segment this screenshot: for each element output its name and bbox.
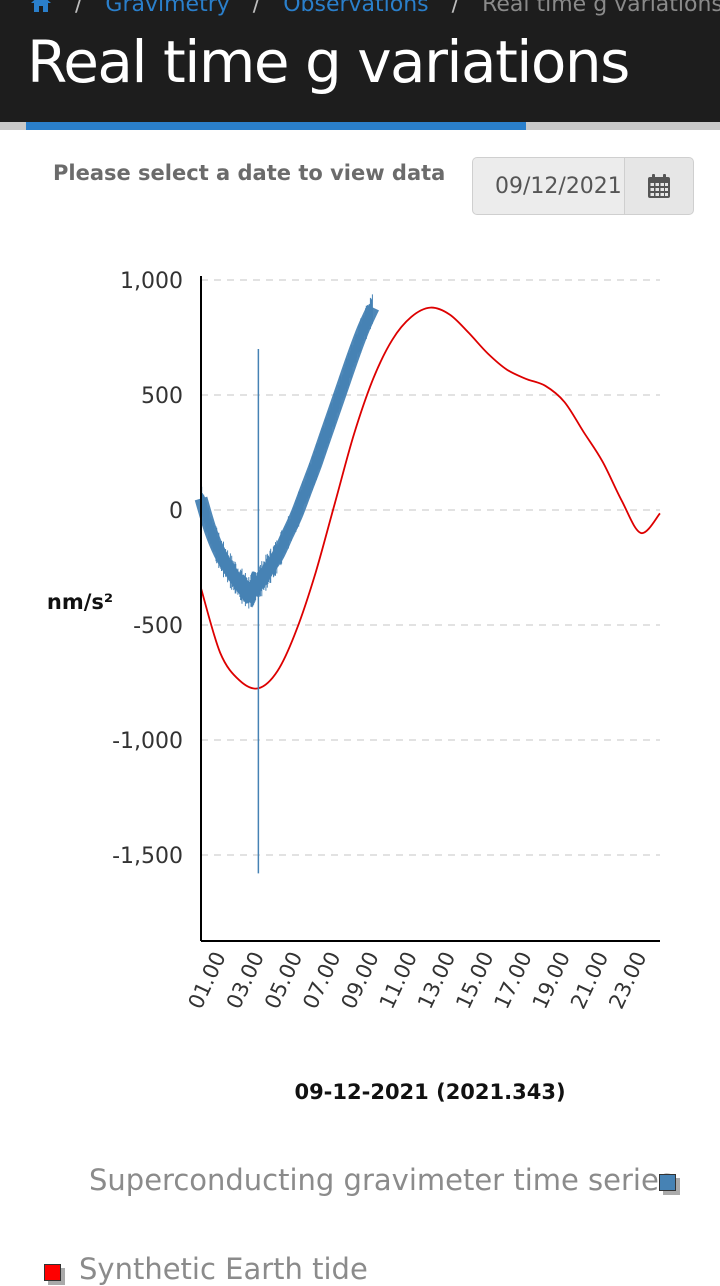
breadcrumb-link-gravimetry[interactable]: Gravimetry xyxy=(105,0,230,17)
breadcrumb-separator: / xyxy=(75,0,83,17)
page-title: Real time g variations xyxy=(27,28,630,96)
legend-swatch-earth-tide[interactable] xyxy=(44,1264,61,1281)
breadcrumb: / Gravimetry / Observations / Real time … xyxy=(30,0,720,17)
y-tick-label: 1,000 xyxy=(120,269,183,294)
breadcrumb-separator: / xyxy=(451,0,460,17)
legend-label-gravimeter: Superconducting gravimeter time series xyxy=(89,1163,674,1197)
y-axis-label: nm/s² xyxy=(47,590,113,614)
series-line-gravimeter xyxy=(194,304,379,600)
legend-item-earth-tide[interactable]: Synthetic Earth tide xyxy=(79,1252,368,1286)
home-icon[interactable] xyxy=(30,0,52,13)
date-input[interactable] xyxy=(472,157,625,215)
legend-swatch-gravimeter[interactable] xyxy=(659,1174,676,1191)
calendar-button[interactable] xyxy=(624,157,694,215)
breadcrumb-separator: / xyxy=(252,0,261,17)
y-tick-label: 500 xyxy=(141,384,183,409)
breadcrumb-current: Real time g variations xyxy=(482,0,720,17)
progress-fill xyxy=(26,122,526,130)
y-tick-label: -500 xyxy=(133,614,183,639)
series-line-earth-tide xyxy=(200,306,661,690)
g-variations-chart: 1,0005000-500-1,000-1,500nm/s²01.0003.00… xyxy=(47,269,661,1104)
date-picker-label: Please select a date to view data xyxy=(53,161,446,185)
y-tick-label: -1,000 xyxy=(112,729,183,754)
progress-bar xyxy=(0,122,720,130)
x-axis-label: 09-12-2021 (2021.343) xyxy=(294,1080,565,1104)
y-tick-label: -1,500 xyxy=(112,844,183,869)
breadcrumb-link-observations[interactable]: Observations xyxy=(283,0,429,17)
calendar-icon xyxy=(648,174,670,198)
legend-item-gravimeter[interactable]: Superconducting gravimeter time series xyxy=(89,1163,674,1197)
legend-label-earth-tide: Synthetic Earth tide xyxy=(79,1252,368,1286)
series-noise-gravimeter xyxy=(200,294,373,609)
y-tick-label: 0 xyxy=(169,499,183,524)
page-header: / Gravimetry / Observations / Real time … xyxy=(0,0,720,122)
